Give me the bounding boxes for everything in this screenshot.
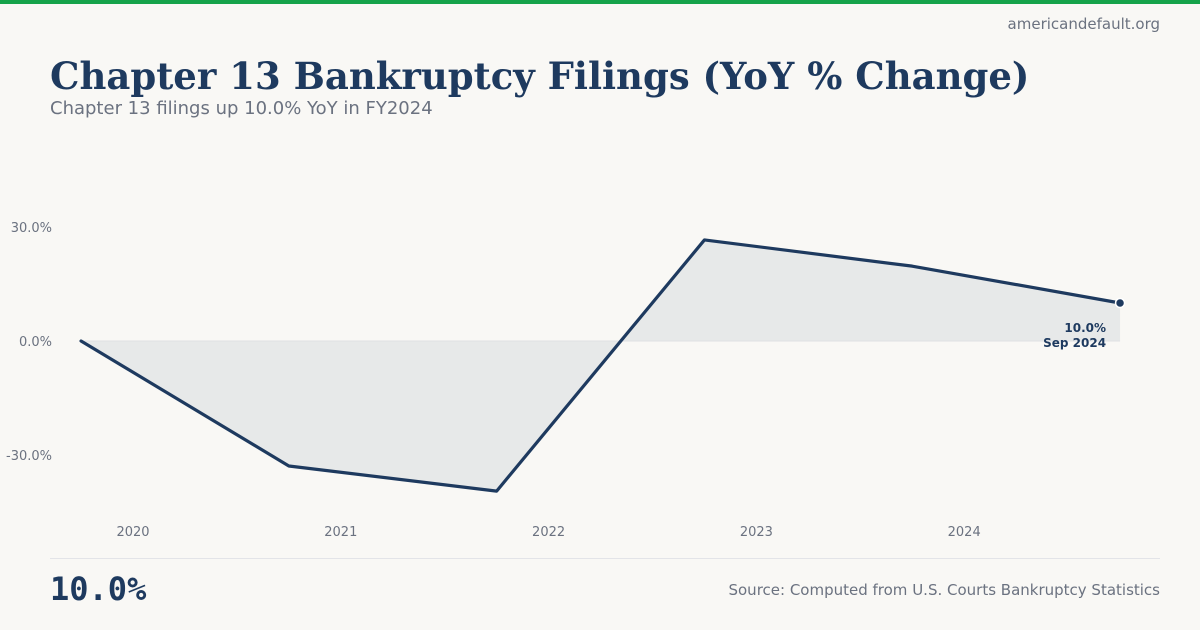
- annotation-date: Sep 2024: [1043, 336, 1106, 350]
- y-tick-label: -30.0%: [6, 449, 52, 464]
- accent-bar: [0, 0, 1200, 4]
- source-note: Source: Computed from U.S. Courts Bankru…: [728, 581, 1160, 599]
- x-tick-label: 2023: [740, 525, 773, 540]
- x-tick-label: 2022: [532, 525, 565, 540]
- headline-value: 10.0%: [50, 570, 147, 608]
- x-tick-label: 2020: [116, 525, 149, 540]
- x-tick-label: 2024: [948, 525, 981, 540]
- site-name: americandefault.org: [1007, 15, 1160, 33]
- page-title: Chapter 13 Bankruptcy Filings (YoY % Cha…: [50, 54, 1030, 98]
- x-tick-label: 2021: [324, 525, 357, 540]
- y-tick-label: 0.0%: [19, 335, 52, 350]
- divider: [50, 558, 1160, 559]
- page-subtitle: Chapter 13 filings up 10.0% YoY in FY202…: [50, 98, 433, 119]
- annotation-value: 10.0%: [1064, 321, 1106, 335]
- data-point-last: [1114, 297, 1126, 309]
- series-line: [79, 238, 1122, 493]
- y-tick-label: 30.0%: [11, 221, 52, 236]
